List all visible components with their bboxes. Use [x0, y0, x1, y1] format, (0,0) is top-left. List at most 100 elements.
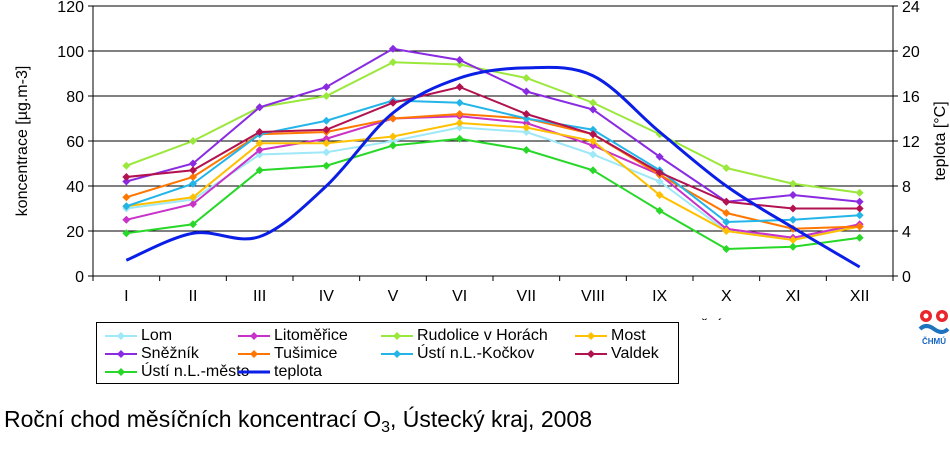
series-8-point-4 — [389, 141, 397, 150]
legend-marker-lom — [105, 332, 137, 340]
series-line-7 — [126, 85, 860, 210]
series-0-point-5 — [455, 123, 464, 132]
series-1-point-0 — [122, 215, 131, 224]
series-6-point-9 — [722, 218, 731, 226]
x-tick-label-XII: XII — [850, 288, 870, 305]
series-8-point-2 — [255, 166, 264, 175]
y2-axis-title: teplota [°C] — [932, 101, 949, 180]
series-2-point-0 — [122, 161, 131, 170]
series-0-point-3 — [322, 148, 331, 157]
series-5-point-9 — [722, 209, 731, 217]
y-tick-label-0: 0 — [75, 269, 84, 286]
legend-marker-rudolice — [381, 332, 413, 340]
series-7-point-7 — [589, 130, 597, 139]
series-8-point-9 — [722, 245, 731, 253]
x-tick-label-I: I — [124, 288, 128, 305]
legend-marker-usti-kockov — [381, 350, 413, 358]
series-5-point-11 — [855, 222, 864, 231]
x-tick-label-III: III — [253, 288, 266, 305]
series-8-point-1 — [189, 220, 197, 229]
series-4-point-10 — [789, 191, 797, 199]
series-6-point-11 — [855, 211, 864, 220]
y2-tick-label-20: 20 — [902, 44, 920, 61]
legend-label-teplota: teplota — [274, 363, 323, 380]
series-5-point-0 — [122, 193, 131, 202]
series-7-point-10 — [789, 204, 797, 213]
series-7-point-6 — [522, 110, 531, 118]
series-4-point-8 — [655, 152, 664, 161]
series-2-point-10 — [789, 179, 797, 188]
series-4-point-4 — [389, 44, 397, 53]
series-8-point-7 — [589, 166, 597, 175]
series-4-point-6 — [522, 87, 531, 96]
chmu-logo-text: ČHMÚ — [922, 337, 946, 346]
caption-tail: , Ústecký kraj, 2008 — [390, 406, 592, 432]
series-3-point-9 — [722, 227, 731, 235]
y2-tick-label-0: 0 — [902, 269, 911, 286]
series-7-point-8 — [655, 168, 664, 177]
series-0-point-4 — [389, 137, 397, 145]
series-7-point-9 — [722, 197, 731, 206]
legend-marker-snezik — [105, 350, 137, 358]
chmu-logo: ČHMÚ — [917, 307, 950, 353]
series-2-point-5 — [455, 60, 464, 69]
x-tick-label-II: II — [189, 288, 198, 305]
series-3-point-2 — [255, 139, 264, 148]
series-2-point-11 — [855, 188, 864, 197]
legend-marker-valdek — [575, 350, 607, 358]
series-7-point-2 — [255, 128, 264, 136]
x-tick-label-X: X — [721, 288, 732, 305]
series-8-point-11 — [855, 233, 864, 242]
series-1-point-1 — [189, 200, 197, 208]
series-6-point-6 — [522, 114, 531, 123]
series-7-point-4 — [389, 98, 397, 107]
series-4-point-5 — [455, 56, 464, 64]
caption-subscript: 3 — [381, 419, 391, 436]
series-0-point-6 — [522, 128, 531, 136]
legend-label-litomerice: Litoměřice — [274, 327, 348, 344]
chart-caption: Roční chod měsíčních koncentrací O3, Úst… — [4, 406, 592, 437]
x-tick-label-V: V — [388, 288, 399, 305]
legend-label-valdek: Valdek — [611, 345, 659, 362]
series-5-point-5 — [455, 110, 464, 118]
series-6-point-3 — [322, 116, 331, 125]
legend-label-usti-mesto: Ústí n.L.-město — [141, 363, 250, 380]
temperature-line — [125, 65, 861, 269]
y-tick-label-20: 20 — [66, 224, 84, 241]
series-4-point-11 — [855, 197, 864, 206]
x-tick-label-XI: XI — [785, 288, 800, 305]
series-line-1 — [126, 115, 860, 239]
series-6-point-0 — [122, 202, 131, 211]
series-2-point-1 — [189, 137, 197, 145]
series-2-point-7 — [589, 98, 597, 107]
legend-label-usti-kockov: Ústí n.L.-Kočkov — [417, 345, 535, 362]
y-tick-label-80: 80 — [66, 89, 84, 106]
legend-marker-litomerice — [238, 332, 270, 340]
series-7-point-0 — [122, 173, 131, 181]
y2-tick-label-4: 4 — [902, 224, 911, 241]
series-2-point-6 — [522, 74, 531, 82]
series-8-point-0 — [122, 229, 131, 238]
x-tick-label-VII: VII — [517, 288, 537, 305]
legend-marker-usti-mesto — [105, 368, 137, 376]
series-7-point-1 — [189, 166, 197, 175]
series-5-point-1 — [189, 173, 197, 181]
series-3-point-6 — [522, 123, 531, 132]
legend-label-tusimice: Tušimice — [274, 345, 338, 362]
series-7-point-3 — [322, 125, 331, 134]
series-6-point-7 — [589, 125, 597, 134]
series-line-8 — [126, 137, 860, 251]
legend-marker-teplota — [238, 370, 270, 374]
series-7-point-5 — [455, 83, 464, 91]
series-1-point-3 — [322, 134, 331, 143]
y-axis-title: koncentrace [µg.m-3] — [14, 66, 31, 217]
legend-label-snezik: Sněžník — [141, 345, 199, 362]
series-3-point-8 — [655, 191, 664, 199]
chart-legend: Lom Sněžník Ústí n.L.-město Litoměřice T… — [96, 322, 679, 384]
y-tick-label-120: 120 — [57, 0, 84, 16]
x-tick-label-VIII: VIII — [581, 288, 605, 305]
series-3-point-5 — [455, 119, 464, 127]
legend-label-lom: Lom — [141, 327, 173, 344]
series-1-point-2 — [255, 146, 264, 154]
